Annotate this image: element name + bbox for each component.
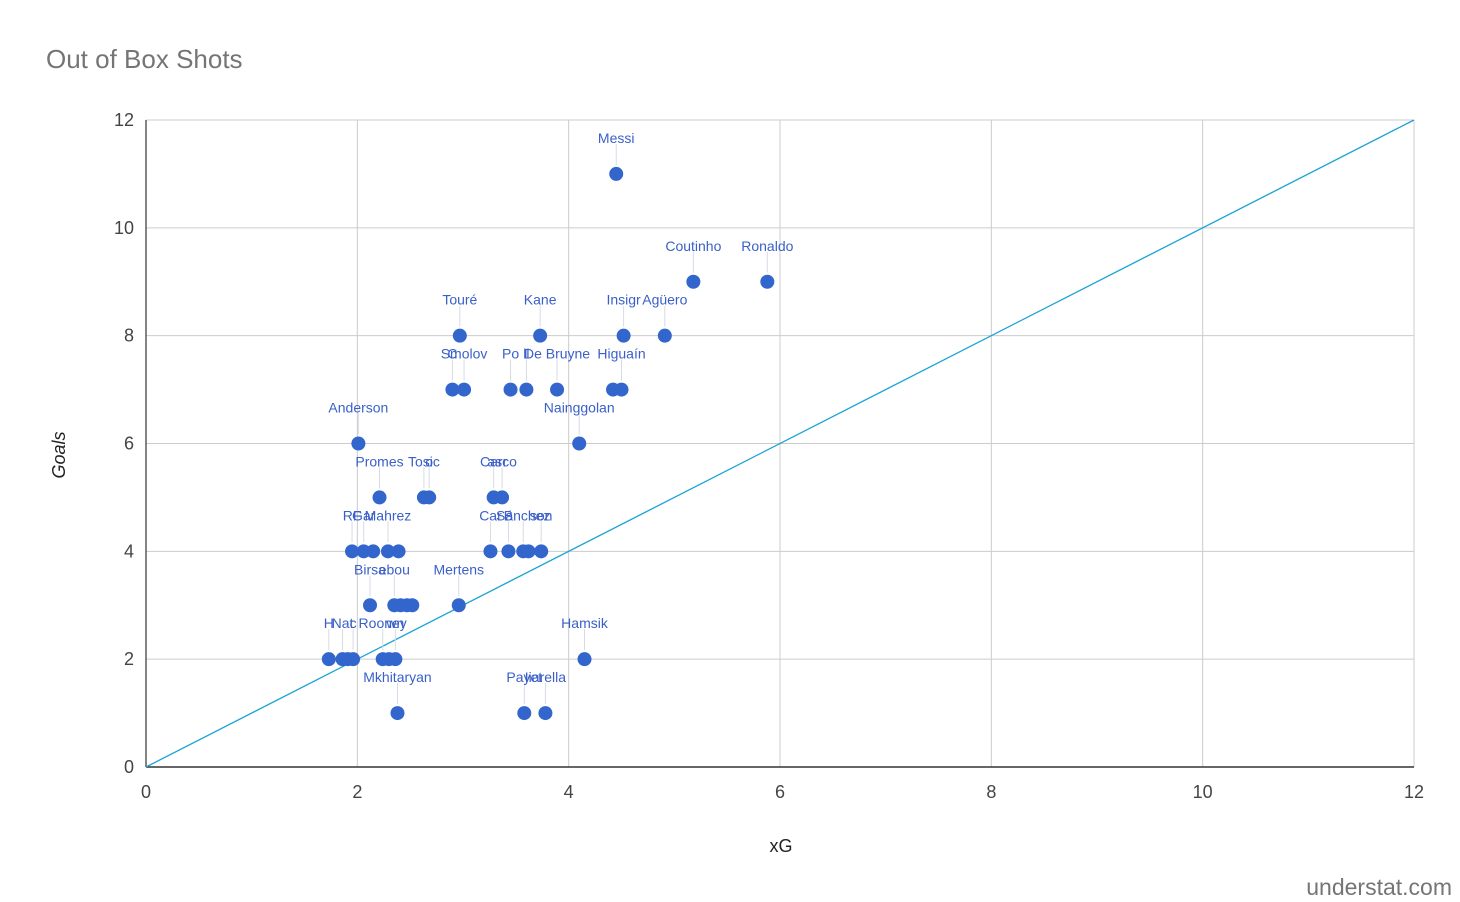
- data-point: [452, 328, 467, 343]
- data-point: [345, 544, 360, 559]
- data-point: [616, 328, 631, 343]
- x-tick-label: 0: [141, 782, 151, 802]
- data-point: [372, 490, 387, 505]
- point-label: Sánchez: [496, 507, 550, 523]
- data-point: [366, 544, 381, 559]
- data-point: [457, 382, 472, 397]
- data-point: [572, 436, 587, 451]
- y-tick-label: 10: [114, 218, 134, 238]
- data-point: [534, 544, 549, 559]
- point-label: Mahrez: [365, 507, 412, 523]
- point-label: Agüero: [642, 292, 687, 308]
- data-point: [538, 706, 553, 721]
- axes: [145, 120, 1414, 768]
- point-label: RF: [343, 507, 362, 523]
- point-label: Promes: [355, 453, 403, 469]
- point-label: Nainggolan: [544, 400, 615, 416]
- point-label: Birsa: [354, 561, 386, 577]
- point-label: H: [324, 615, 334, 631]
- data-point: [390, 706, 405, 721]
- point-label: ebou: [379, 561, 410, 577]
- point-label: son: [530, 507, 553, 523]
- point-label: Mkhitaryan: [363, 669, 431, 685]
- data-point: [503, 382, 518, 397]
- point-label: Coutinho: [665, 238, 721, 254]
- point-label: De Bruyne: [524, 346, 590, 362]
- point-label: Kane: [524, 292, 557, 308]
- x-tick-label: 6: [775, 782, 785, 802]
- point-label: Hamsik: [561, 615, 609, 631]
- x-tick-label: 4: [564, 782, 574, 802]
- y-tick-label: 2: [124, 649, 134, 669]
- data-point: [445, 382, 460, 397]
- y-tick-label: 12: [114, 110, 134, 130]
- y-tick-label: 8: [124, 326, 134, 346]
- data-point: [388, 652, 403, 667]
- point-label: Nat: [332, 615, 354, 631]
- point-label: Carr: [480, 453, 508, 469]
- data-point: [686, 274, 701, 289]
- tick-labels: 0 2 4 6 8 10 12 0 2 4 6 8 10 12: [114, 110, 1424, 802]
- point-label: Car: [479, 507, 502, 523]
- point-label: C: [447, 346, 457, 362]
- point-label: Ronaldo: [741, 238, 793, 254]
- x-tick-label: 8: [986, 782, 996, 802]
- point-label: c: [350, 615, 357, 631]
- point-label: Rooney: [359, 615, 407, 631]
- data-point: [501, 544, 516, 559]
- data-point: [422, 490, 437, 505]
- y-tick-label: 0: [124, 757, 134, 777]
- data-points: [321, 166, 775, 721]
- data-point: [405, 598, 420, 613]
- data-point: [609, 166, 624, 181]
- point-label: B: [504, 507, 513, 523]
- y-axis-title: Goals: [49, 431, 69, 478]
- y-tick-label: 4: [124, 541, 134, 561]
- point-label: asco: [487, 453, 517, 469]
- point-label: Iiarella: [525, 669, 566, 685]
- data-point: [321, 652, 336, 667]
- point-label: Higuaín: [597, 346, 645, 362]
- point-label: Gar: [352, 507, 376, 523]
- data-point: [363, 598, 378, 613]
- data-point: [391, 544, 406, 559]
- point-label: Anderson: [328, 400, 388, 416]
- x-tick-label: 10: [1193, 782, 1213, 802]
- data-point: [657, 328, 672, 343]
- data-point: [614, 382, 629, 397]
- x-tick-label: 2: [352, 782, 362, 802]
- data-point: [521, 544, 536, 559]
- data-point: [519, 382, 534, 397]
- point-label: Messi: [598, 130, 635, 146]
- point-label: Touré: [442, 292, 477, 308]
- y-tick-label: 6: [124, 434, 134, 454]
- point-label: wn: [385, 615, 404, 631]
- point-label: ll: [523, 346, 529, 362]
- label-leader-lines: [328, 143, 768, 705]
- data-point: [351, 436, 366, 451]
- point-labels: Messi Coutinho Ronaldo Touré Kane Insigr Agüer…: [324, 130, 794, 685]
- data-point: [346, 652, 361, 667]
- data-point: [517, 706, 532, 721]
- data-point: [550, 382, 565, 397]
- point-label: Tosic: [408, 453, 440, 469]
- x-axis-title: xG: [769, 836, 792, 856]
- chart-title: Out of Box Shots: [46, 44, 243, 74]
- point-label: Insigr: [606, 292, 641, 308]
- x-tick-label: 12: [1404, 782, 1424, 802]
- point-label: o: [425, 453, 433, 469]
- point-label: Po: [502, 346, 519, 362]
- data-point: [533, 328, 548, 343]
- data-point: [451, 598, 466, 613]
- data-point: [380, 544, 395, 559]
- source-credit: understat.com: [1306, 874, 1452, 900]
- data-point: [577, 652, 592, 667]
- data-point: [760, 274, 775, 289]
- point-label: Payet: [506, 669, 542, 685]
- data-point: [495, 490, 510, 505]
- point-label: Smolov: [441, 346, 488, 362]
- data-point: [483, 544, 498, 559]
- point-label: Mertens: [433, 561, 484, 577]
